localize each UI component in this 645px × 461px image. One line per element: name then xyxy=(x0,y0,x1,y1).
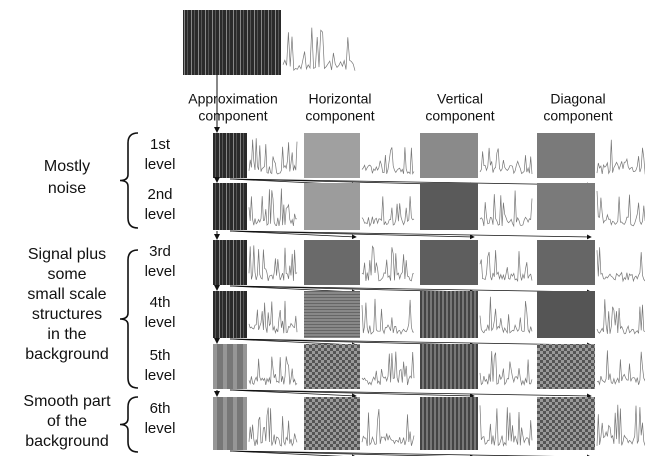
spectrum xyxy=(249,408,297,446)
tile xyxy=(304,133,360,178)
spectrum xyxy=(283,28,355,71)
level-label: 2nd xyxy=(147,186,172,203)
spectrum xyxy=(249,245,297,281)
level-label: 1st xyxy=(150,136,171,153)
spectrum xyxy=(362,246,414,281)
level-label: 5th xyxy=(150,347,171,364)
column-header-line: component xyxy=(305,108,374,124)
tile xyxy=(213,240,247,285)
tile xyxy=(537,291,595,338)
tile xyxy=(420,397,478,450)
spectrum xyxy=(249,356,297,385)
tile xyxy=(537,133,595,178)
spectrum xyxy=(597,405,645,446)
level-label: 3rd xyxy=(149,243,171,260)
spectrum xyxy=(597,191,645,226)
source-image xyxy=(183,10,281,75)
tile xyxy=(537,183,595,230)
tile xyxy=(537,397,595,450)
arrow xyxy=(230,231,591,237)
spectrum xyxy=(480,191,532,227)
column-header-line: Approximation xyxy=(188,91,278,107)
tile xyxy=(213,133,247,178)
tile xyxy=(420,344,478,389)
level-label: level xyxy=(145,156,176,173)
spectrum xyxy=(249,189,297,226)
spectrum xyxy=(249,138,297,174)
column-header-line: Vertical xyxy=(437,91,483,107)
arrow xyxy=(230,339,591,345)
group-label: in the xyxy=(47,326,86,343)
spectrum xyxy=(480,297,532,333)
spectrum xyxy=(362,196,414,226)
brace xyxy=(120,397,138,452)
spectrum xyxy=(597,140,645,174)
group-label: of the xyxy=(47,413,87,430)
brace xyxy=(120,250,138,388)
spectrum xyxy=(480,250,532,281)
level-label: level xyxy=(145,206,176,223)
spectrum xyxy=(480,405,532,445)
level-label: level xyxy=(145,314,176,331)
tile xyxy=(304,344,360,389)
spectrum xyxy=(249,301,297,333)
tile xyxy=(420,133,478,178)
level-label: level xyxy=(145,420,176,437)
level-label: 4th xyxy=(150,294,171,311)
content: ApproximationcomponentHorizontalcomponen… xyxy=(23,28,645,456)
level-label: level xyxy=(145,367,176,384)
group-label: noise xyxy=(48,180,86,197)
level-label: 6th xyxy=(150,400,171,417)
spectrum xyxy=(362,409,414,446)
tile xyxy=(213,344,247,389)
group-label: structures xyxy=(32,306,102,323)
spectrum xyxy=(597,247,645,281)
tile xyxy=(304,291,360,338)
group-label: background xyxy=(25,433,109,450)
figure: ApproximationcomponentHorizontalcomponen… xyxy=(0,0,645,456)
tile xyxy=(304,397,360,450)
group-label: Mostly xyxy=(44,158,90,175)
tile xyxy=(213,183,247,230)
tile xyxy=(420,240,478,285)
arrow xyxy=(230,286,591,292)
level-label: level xyxy=(145,263,176,280)
spectrum xyxy=(480,351,532,384)
arrow xyxy=(230,390,591,396)
spectrum xyxy=(362,299,414,334)
spectrum xyxy=(362,352,414,385)
column-header-line: component xyxy=(543,108,612,124)
group-label: Signal plus xyxy=(28,246,106,263)
group-label: some xyxy=(47,266,86,283)
brace xyxy=(120,133,138,228)
spectrum xyxy=(597,299,645,334)
tile xyxy=(537,344,595,389)
group-label: small scale xyxy=(27,286,106,303)
column-header-line: component xyxy=(425,108,494,124)
tile xyxy=(213,291,247,338)
column-header-line: Horizontal xyxy=(308,91,371,107)
tile xyxy=(537,240,595,285)
tile xyxy=(213,397,247,450)
group-label: background xyxy=(25,346,109,363)
column-header-line: Diagonal xyxy=(550,91,605,107)
tile xyxy=(420,183,478,230)
spectrum xyxy=(597,350,645,384)
spectrum xyxy=(362,147,414,174)
group-label: Smooth part xyxy=(23,393,111,410)
column-header-line: component xyxy=(198,108,267,124)
tile xyxy=(304,240,360,285)
spectrum xyxy=(480,148,532,174)
arrow xyxy=(230,179,591,185)
tile xyxy=(304,183,360,230)
tile xyxy=(420,291,478,338)
